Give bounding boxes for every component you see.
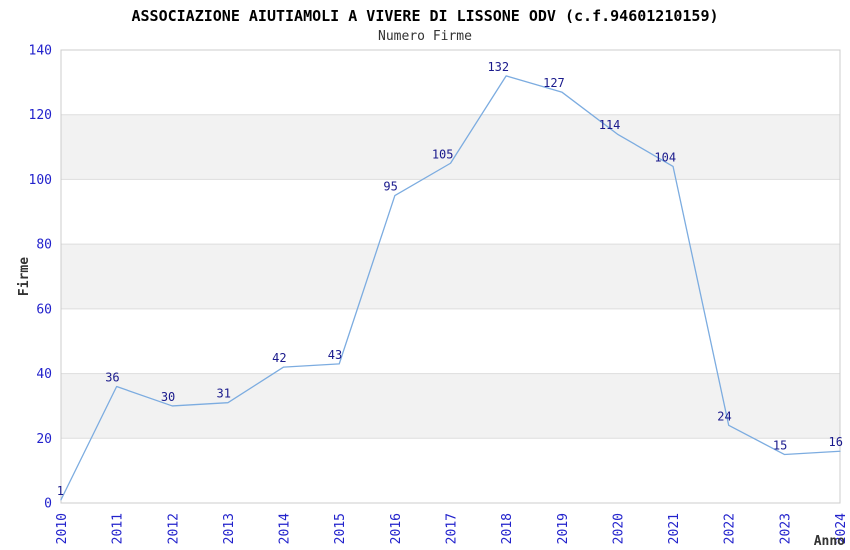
data-label: 31 — [216, 387, 230, 401]
data-label: 30 — [161, 390, 175, 404]
chart-title: ASSOCIAZIONE AIUTIAMOLI A VIVERE DI LISS… — [131, 7, 719, 25]
data-label: 132 — [487, 60, 509, 74]
x-tick-label: 2010 — [55, 513, 70, 544]
grid-band — [61, 114, 840, 180]
grid-band — [61, 373, 840, 439]
data-label: 42 — [272, 351, 286, 365]
data-line — [60, 75, 841, 501]
data-label: 127 — [543, 76, 565, 90]
x-axis-title: Anno — [814, 534, 845, 549]
plot-area — [60, 49, 841, 504]
y-tick-label: 40 — [36, 367, 52, 382]
x-tick-label: 2014 — [278, 513, 293, 544]
data-label: 105 — [432, 147, 454, 161]
x-tick-label: 2011 — [111, 513, 126, 544]
data-label: 104 — [654, 150, 676, 164]
data-label: 43 — [328, 348, 342, 362]
x-tick-label: 2020 — [611, 513, 626, 544]
x-tick-label: 2017 — [445, 513, 460, 544]
chart-subtitle: Numero Firme — [378, 29, 472, 44]
x-tick-label: 2012 — [166, 513, 181, 544]
grid-band — [61, 244, 840, 309]
data-label: 95 — [383, 180, 397, 194]
data-label: 1 — [57, 484, 64, 498]
y-tick-label: 140 — [29, 44, 52, 59]
y-tick-label: 60 — [36, 302, 52, 317]
x-tick-label: 2015 — [333, 513, 348, 544]
y-axis-title: Firme — [17, 257, 32, 296]
y-tick-label: 0 — [44, 497, 52, 512]
x-tick-label: 2018 — [500, 513, 515, 544]
data-label: 114 — [599, 118, 621, 132]
y-tick-label: 20 — [36, 432, 52, 447]
data-label: 16 — [829, 435, 843, 449]
y-tick-label: 80 — [36, 238, 52, 253]
data-label: 36 — [105, 371, 119, 385]
x-tick-label: 2016 — [389, 513, 404, 544]
x-tick-label: 2024 — [834, 513, 849, 544]
x-tick-label: 2013 — [222, 513, 237, 544]
y-tick-label: 120 — [29, 108, 52, 123]
x-tick-label: 2022 — [723, 513, 738, 544]
x-tick-label: 2019 — [556, 513, 571, 544]
data-label: 15 — [773, 438, 787, 452]
x-tick-label: 2023 — [778, 513, 793, 544]
y-tick-label: 100 — [29, 173, 52, 188]
data-label: 24 — [717, 409, 731, 423]
x-tick-label: 2021 — [667, 513, 682, 544]
